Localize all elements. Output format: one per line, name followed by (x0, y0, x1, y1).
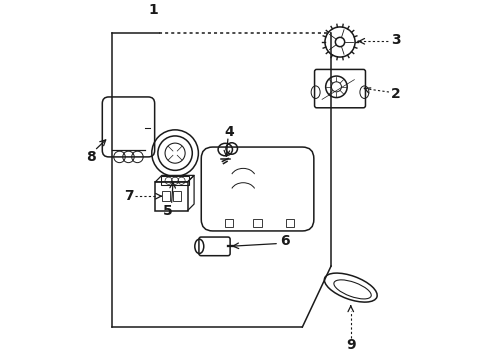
Text: 4: 4 (224, 125, 234, 139)
Bar (224, 220, 233, 228)
Bar (253, 220, 262, 228)
Text: 7: 7 (123, 189, 133, 203)
Text: 6: 6 (280, 234, 289, 248)
Text: 8: 8 (86, 150, 96, 164)
Bar (286, 220, 294, 228)
Bar (173, 191, 181, 201)
Text: 5: 5 (163, 203, 173, 217)
Bar (161, 176, 190, 185)
Text: 9: 9 (346, 338, 356, 352)
Bar (155, 182, 188, 211)
Text: 1: 1 (148, 3, 158, 17)
Bar (162, 191, 170, 201)
Text: 2: 2 (391, 87, 400, 101)
Text: 3: 3 (391, 33, 400, 47)
